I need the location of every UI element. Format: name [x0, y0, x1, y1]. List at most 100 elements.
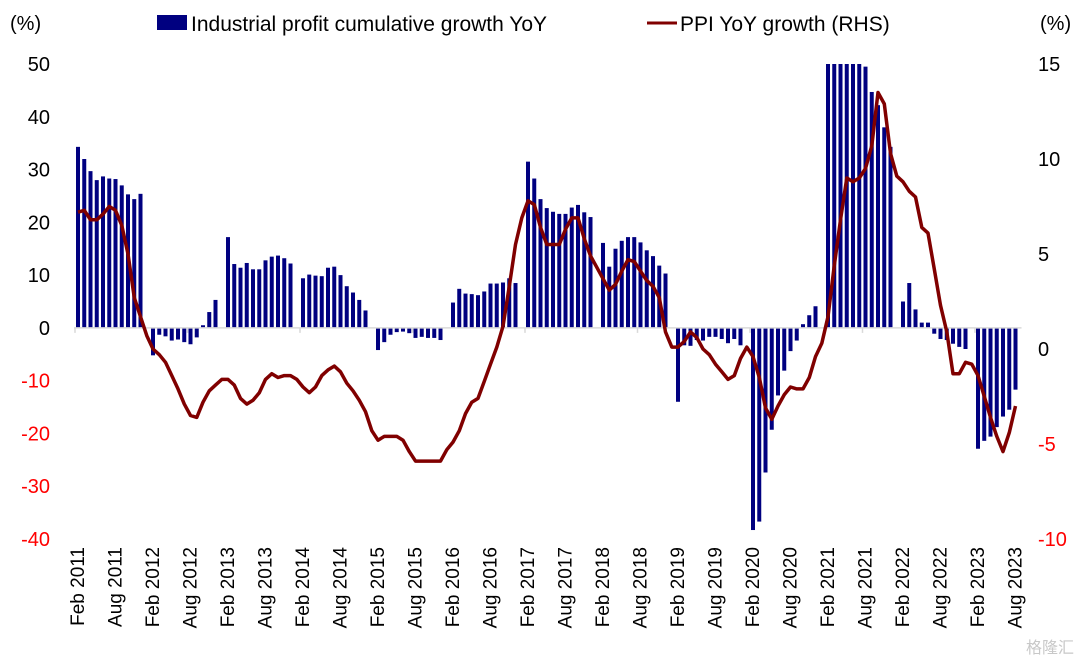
bar — [307, 274, 312, 328]
bar — [932, 327, 937, 334]
bar — [726, 327, 730, 344]
bar — [576, 204, 580, 328]
x-tick-label: Aug 2023 — [1006, 547, 1027, 628]
right-tick-label: 15 — [1038, 54, 1060, 76]
bar — [719, 327, 724, 339]
bar — [469, 294, 474, 328]
bar — [382, 327, 387, 343]
bar — [813, 306, 818, 328]
left-tick-label: 0 — [39, 318, 50, 340]
bar — [607, 266, 612, 328]
bar — [826, 64, 830, 328]
x-tick-label: Aug 2015 — [406, 547, 427, 628]
bar — [888, 146, 893, 328]
bar — [157, 327, 162, 335]
bar — [407, 327, 412, 334]
bar — [644, 250, 649, 328]
bar — [532, 178, 537, 328]
bar — [476, 295, 480, 328]
bar — [257, 269, 262, 328]
x-tick-label: Feb 2022 — [893, 547, 914, 627]
x-tick-label: Feb 2014 — [293, 547, 314, 628]
bar — [463, 293, 468, 328]
left-axis-ticks: 50 40 30 20 10 0 -10 -20 -30 -40 — [21, 54, 50, 551]
bar — [376, 327, 380, 351]
left-tick-label: -20 — [21, 423, 50, 445]
x-tick-label: Aug 2013 — [256, 547, 277, 628]
bar — [432, 327, 437, 338]
bar — [982, 327, 987, 441]
bar — [988, 327, 993, 437]
bar — [851, 64, 855, 328]
bar — [1007, 327, 1012, 410]
bar — [757, 327, 762, 522]
bar — [994, 327, 999, 428]
legend: Industrial profit cumulative growth YoY … — [157, 13, 890, 36]
bar — [401, 327, 405, 332]
right-tick-label: -5 — [1038, 434, 1056, 456]
bar — [1013, 327, 1018, 390]
x-tick-label: Feb 2020 — [743, 547, 764, 627]
bar — [244, 262, 249, 328]
x-tick-label: Aug 2012 — [181, 547, 202, 628]
bar — [276, 255, 280, 328]
bar — [76, 146, 80, 328]
bar — [119, 185, 124, 328]
bar — [451, 302, 455, 328]
bar — [632, 237, 637, 328]
bar — [844, 64, 849, 328]
bar — [701, 327, 705, 341]
bar — [863, 66, 868, 328]
bar — [713, 327, 718, 337]
bar — [676, 327, 680, 402]
x-tick-label: Feb 2015 — [368, 547, 389, 627]
bar — [794, 327, 799, 341]
bar — [363, 310, 368, 328]
bar — [188, 327, 193, 345]
bar — [269, 256, 274, 328]
bar — [344, 286, 349, 328]
bar — [388, 327, 393, 335]
bar — [251, 269, 255, 328]
bar — [101, 176, 105, 328]
bar — [326, 267, 330, 328]
bar — [857, 64, 862, 328]
bar — [132, 199, 137, 328]
bar — [963, 327, 968, 349]
x-tick-label: Aug 2018 — [631, 547, 652, 628]
x-tick-label: Feb 2012 — [143, 547, 164, 627]
right-tick-label: -10 — [1038, 529, 1067, 551]
bar — [544, 208, 549, 328]
x-tick-label: Aug 2020 — [781, 547, 802, 628]
x-axis-ticks — [74, 327, 976, 333]
bar — [707, 327, 712, 337]
bar — [1001, 327, 1005, 417]
bar — [651, 256, 655, 328]
bar — [801, 324, 805, 328]
bar — [176, 327, 180, 340]
bar — [551, 211, 555, 328]
bar — [807, 315, 812, 328]
bar — [501, 282, 505, 328]
left-tick-label: 40 — [28, 107, 50, 129]
bar — [582, 212, 587, 328]
bar — [882, 127, 887, 328]
bar — [976, 327, 980, 449]
bar — [232, 264, 237, 328]
bar — [588, 217, 593, 328]
bar — [738, 327, 743, 346]
bar — [557, 213, 562, 328]
x-axis-labels: Feb 2011 Aug 2011 Feb 2012 Aug 2012 Feb 2013… — [68, 547, 1027, 629]
left-axis-unit: (%) — [10, 13, 41, 35]
bar — [457, 288, 462, 328]
x-tick-label: Feb 2013 — [218, 547, 239, 627]
bar — [569, 207, 574, 328]
bar — [151, 327, 155, 356]
bar — [626, 237, 630, 328]
bar — [169, 327, 174, 341]
bar — [413, 327, 418, 338]
bar — [213, 299, 218, 328]
bar — [913, 309, 918, 328]
bar — [663, 273, 668, 328]
